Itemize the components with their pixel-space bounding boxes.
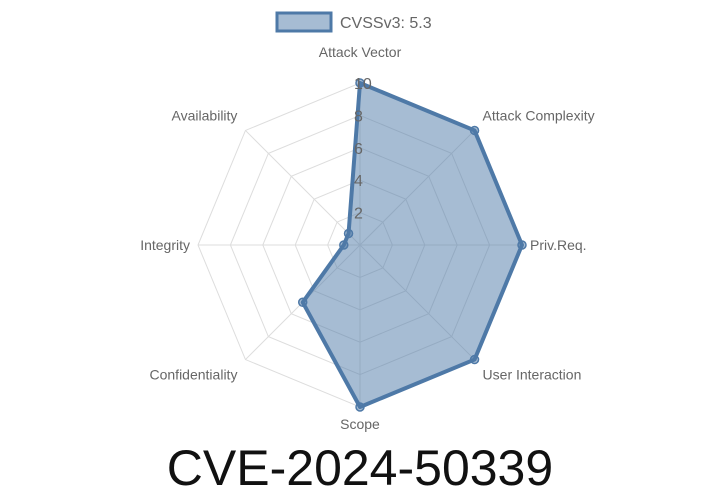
axis-label: Priv.Req. — [530, 237, 587, 253]
tick-layer: 2 4 6 8 10 — [354, 76, 372, 223]
tick-label: 8 — [354, 108, 363, 125]
legend-label: CVSSv3: 5.3 — [340, 15, 432, 32]
axis-label: Scope — [340, 416, 380, 432]
data-point — [517, 240, 527, 250]
data-point — [469, 354, 480, 365]
tick-label: 4 — [354, 173, 363, 190]
grid-spoke — [245, 130, 361, 246]
tick-label: 2 — [354, 206, 363, 223]
axis-label: Attack Complexity — [483, 107, 595, 123]
axis-label: User Interaction — [483, 367, 582, 383]
legend[interactable]: CVSSv3: 5.3 — [275, 11, 432, 33]
data-point — [339, 240, 349, 250]
axis-label: Attack Vector — [319, 44, 402, 60]
axis-label: Confidentiality — [150, 367, 238, 383]
axis-label: Availability — [172, 107, 238, 123]
data-point — [343, 228, 354, 239]
tick-label: 10 — [354, 76, 372, 93]
legend-swatch — [275, 11, 333, 33]
data-point — [355, 402, 365, 412]
tick-label: 6 — [354, 141, 363, 158]
data-point — [355, 78, 365, 88]
page-title: CVE-2024-50339 — [166, 440, 554, 496]
axis-label: Integrity — [140, 237, 190, 253]
data-point — [297, 297, 308, 308]
axis-label-layer: Attack Vector Attack Complexity Priv.Req. U… — [140, 44, 594, 432]
data-point — [469, 125, 480, 136]
series-layer — [297, 78, 527, 412]
